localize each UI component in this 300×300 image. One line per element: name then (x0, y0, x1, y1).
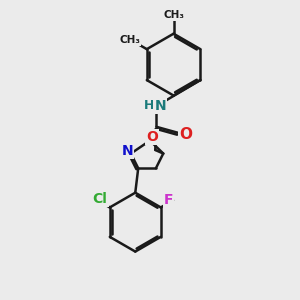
Text: N: N (154, 99, 166, 113)
Text: CH₃: CH₃ (119, 35, 140, 45)
Text: O: O (146, 130, 158, 144)
Text: N: N (122, 144, 133, 158)
Text: H: H (144, 99, 154, 112)
Text: F: F (164, 193, 173, 207)
Text: Cl: Cl (93, 192, 107, 206)
Text: O: O (179, 127, 192, 142)
Text: CH₃: CH₃ (163, 11, 184, 20)
